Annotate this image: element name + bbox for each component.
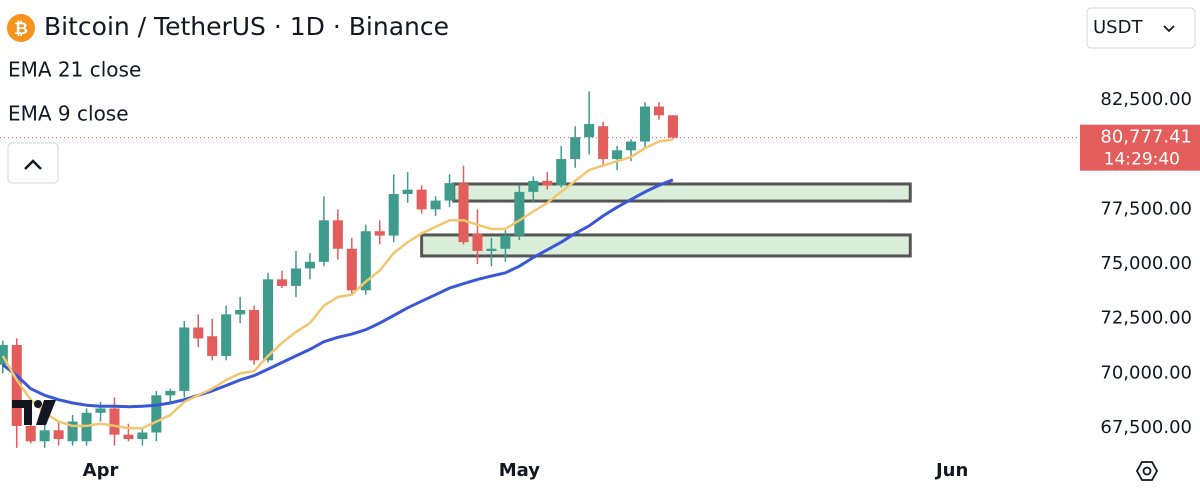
collapse-button[interactable] <box>7 142 59 184</box>
y-tick-label: 82,500.00 <box>1100 89 1192 110</box>
candle-body <box>165 390 176 396</box>
candle-body <box>137 432 148 440</box>
candle-body <box>109 408 120 435</box>
y-tick-label: 72,500.00 <box>1100 308 1192 329</box>
candle-body <box>486 248 497 251</box>
logo <box>12 400 56 425</box>
candle-body <box>542 180 553 186</box>
y-tick-label: 70,000.00 <box>1100 362 1192 383</box>
countdown-label: 14:29:40 <box>1104 150 1180 170</box>
candle-body <box>179 327 190 391</box>
candle-body <box>598 126 609 160</box>
x-tick-label: May <box>499 460 541 481</box>
candle-body <box>123 434 134 440</box>
bitcoin-symbol: ₿ <box>14 19 28 39</box>
candle-body <box>0 344 8 365</box>
candle-body <box>472 233 483 251</box>
candle-body <box>332 220 343 249</box>
collapse-icon <box>24 159 42 170</box>
candle-body <box>444 183 455 201</box>
legend-entry: EMA 21 close <box>8 58 141 82</box>
candle-body <box>193 327 204 339</box>
candle-body <box>556 159 567 186</box>
settings-icon <box>1142 466 1152 476</box>
candle-body <box>612 150 623 160</box>
candle-body <box>430 200 441 210</box>
candle-body <box>290 268 301 286</box>
settings-button[interactable] <box>1135 461 1159 481</box>
candle-body <box>221 314 232 356</box>
ema-line <box>1 178 674 409</box>
candle-body <box>235 309 246 315</box>
candle-body <box>11 344 22 426</box>
candle-body <box>318 220 329 262</box>
candle-body <box>53 430 64 440</box>
price-label: 80,777.41 <box>1100 127 1192 148</box>
x-tick-label: Apr <box>83 460 119 481</box>
candle-body <box>374 231 385 236</box>
candle-body <box>653 106 664 116</box>
candle-body <box>639 106 651 142</box>
candle-body <box>151 395 162 433</box>
bitcoin-icon <box>7 14 35 42</box>
price-label-box <box>1080 124 1200 171</box>
plot-area <box>0 91 912 448</box>
candle-body <box>25 425 36 442</box>
candle-body <box>626 141 637 151</box>
y-tick-label: 67,500.00 <box>1100 417 1192 438</box>
currency-selector[interactable] <box>1086 7 1196 49</box>
candle-body <box>514 191 525 236</box>
candle-body <box>667 115 678 138</box>
zone <box>420 233 912 258</box>
candle-body <box>570 137 581 160</box>
chart-title: Bitcoin / TetherUS · 1D · Binance <box>44 12 449 41</box>
candle-body <box>346 248 357 291</box>
candle-body <box>584 124 595 138</box>
candle-body <box>207 336 218 356</box>
candle-body <box>95 408 106 413</box>
candle-body <box>458 183 469 243</box>
currency-label: USDT <box>1093 17 1143 38</box>
candle-body <box>388 194 399 236</box>
y-tick-label: 77,500.00 <box>1100 198 1192 219</box>
candle-body <box>276 279 288 286</box>
candle-body <box>39 430 50 442</box>
ema-line <box>1 138 674 430</box>
x-tick-label: Jun <box>934 460 968 481</box>
candle-body <box>528 180 539 192</box>
candle-body <box>249 309 260 361</box>
candle-body <box>67 421 78 442</box>
dropdown-icon <box>1163 25 1175 33</box>
candle-body <box>416 189 427 210</box>
legend-entry: EMA 9 close <box>8 102 129 126</box>
y-tick-label: 75,000.00 <box>1100 253 1192 274</box>
candle-body <box>263 279 274 361</box>
candle-body <box>402 189 413 195</box>
candle-body <box>360 231 371 291</box>
candle-body <box>500 235 511 249</box>
candle-body <box>304 261 315 269</box>
